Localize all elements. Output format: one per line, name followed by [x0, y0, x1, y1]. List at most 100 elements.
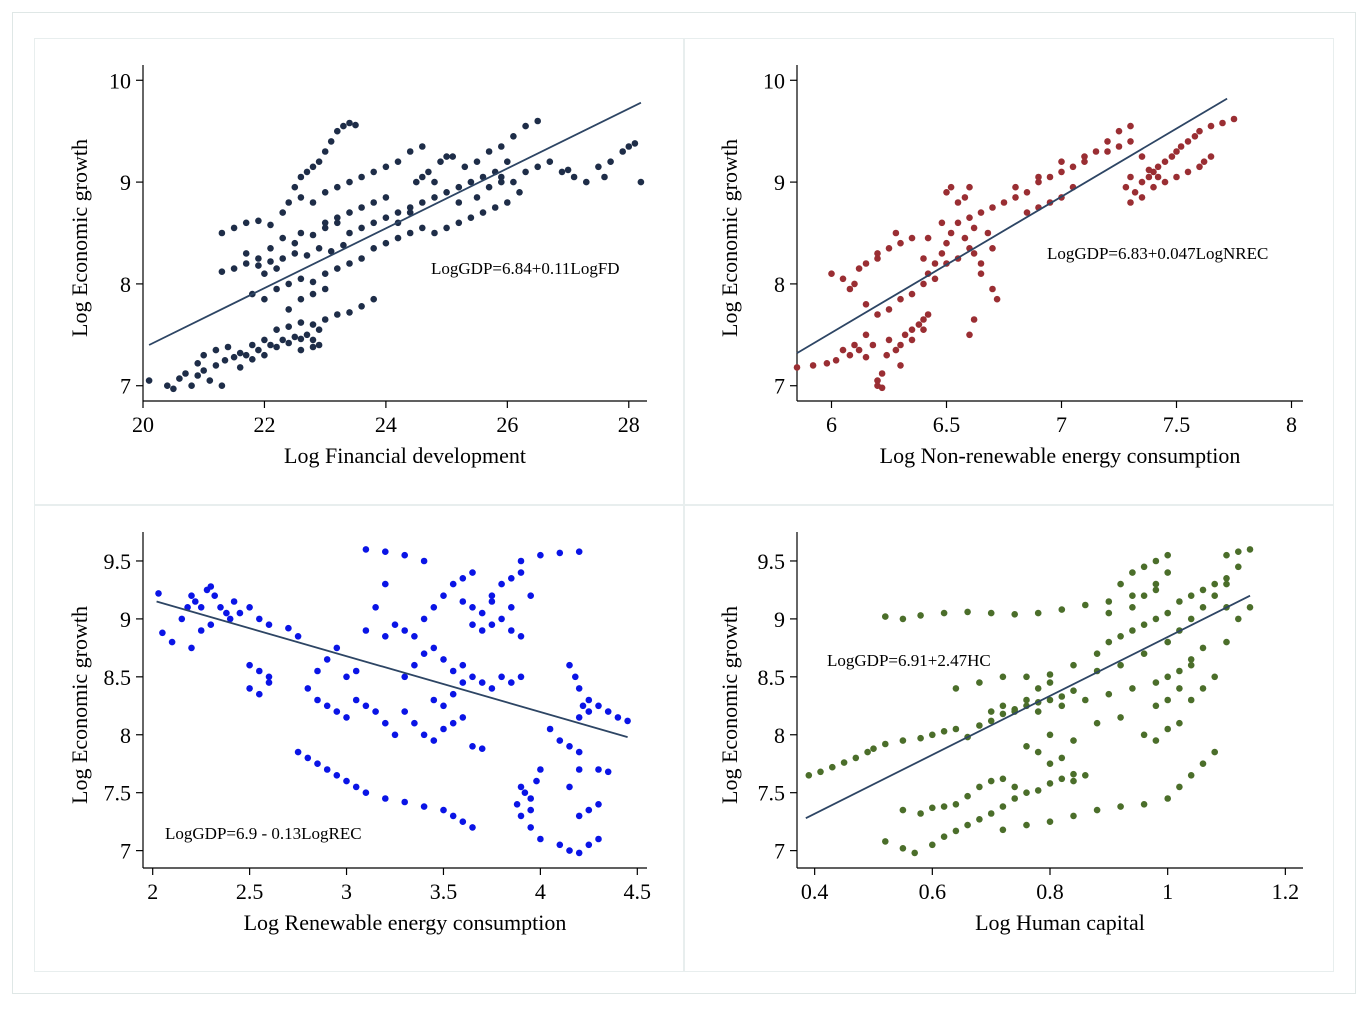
scatter-point — [178, 615, 186, 623]
chart-renewable-energy: 7 7.5 8 8.5 9 9.5 2 2.5 3 3.5 4 4.5 Log Renewable en… — [67, 532, 652, 935]
scatter-point — [411, 661, 418, 669]
scatter-point — [467, 214, 475, 221]
scatter-point — [382, 163, 390, 171]
scatter-point — [1184, 168, 1192, 176]
scatter-point — [637, 178, 645, 186]
scatter-point — [323, 766, 331, 773]
scatter-point — [915, 321, 923, 328]
scatter-point — [265, 673, 273, 681]
scatter-point — [478, 679, 486, 686]
scatter-point — [200, 367, 207, 374]
scatter-point — [851, 280, 858, 288]
scatter-point — [855, 346, 863, 354]
scatter-point — [1164, 725, 1171, 733]
scatter-point — [333, 644, 341, 652]
scatter-point — [382, 633, 389, 640]
scatter-point — [579, 702, 587, 710]
scatter-point — [420, 615, 428, 623]
scatter-point — [430, 604, 438, 611]
scatter-point — [459, 679, 467, 686]
scatter-point — [256, 615, 263, 623]
x-tick-label: 4.5 — [624, 879, 652, 904]
scatter-point — [1246, 604, 1254, 611]
y-tick-label: 9 — [774, 170, 785, 195]
scatter-point — [291, 333, 299, 341]
scatter-point — [558, 168, 566, 176]
scatter-point — [273, 343, 280, 351]
panel-non-renewable-energy: 7 8 9 10 6 6.5 7 7.5 8 Log Non-renewable energy c… — [684, 38, 1334, 505]
scatter-point — [1058, 168, 1065, 176]
scatter-point — [207, 621, 215, 628]
scatter-point — [1011, 795, 1018, 802]
scatter-point — [469, 621, 476, 628]
scatter-point — [961, 234, 969, 242]
x-tick-label: 1 — [1162, 879, 1173, 904]
scatter-point — [194, 360, 201, 367]
y-axis-label: Log Economic growth — [67, 139, 92, 337]
scatter-point — [1034, 748, 1042, 756]
scatter-point — [294, 633, 302, 640]
scatter-point — [1152, 557, 1160, 565]
scatter-point — [1140, 621, 1148, 628]
scatter-point — [892, 346, 900, 354]
scatter-point — [566, 847, 573, 854]
scatter-point — [1164, 609, 1171, 617]
scatter-point — [218, 229, 226, 237]
scatter-point — [1191, 133, 1199, 140]
scatter-point — [954, 219, 962, 227]
scatter-point — [334, 214, 341, 221]
scatter-point — [1131, 189, 1139, 196]
scatter-point — [846, 351, 854, 359]
scatter-point — [358, 204, 365, 211]
regression-line — [156, 600, 628, 738]
panel-renewable-energy: 7 7.5 8 8.5 9 9.5 2 2.5 3 3.5 4 4.5 Log Renewable en… — [34, 505, 684, 972]
x-tick-label: 0.6 — [919, 879, 947, 904]
scatter-point — [977, 260, 985, 267]
scatter-point — [382, 580, 389, 588]
scatter-point — [929, 804, 936, 812]
scatter-point — [1011, 783, 1018, 791]
scatter-point — [1196, 127, 1203, 135]
scatter-point — [1093, 719, 1101, 727]
scatter-point — [443, 153, 450, 160]
scatter-point — [1199, 586, 1207, 594]
scatter-point — [1058, 754, 1066, 762]
scatter-point — [1023, 673, 1030, 681]
x-axis-label: Log Non-renewable energy consumption — [880, 443, 1241, 468]
scatter-point — [987, 810, 995, 817]
scatter-point — [575, 849, 583, 857]
scatter-point — [1058, 606, 1066, 613]
scatter-point — [411, 633, 418, 640]
scatter-point — [1140, 563, 1148, 571]
scatter-point — [315, 341, 323, 349]
scatter-point — [334, 311, 341, 318]
scatter-point — [1081, 153, 1088, 160]
y-tick-label: 7.5 — [758, 781, 786, 806]
scatter-point — [595, 801, 602, 808]
scatter-point — [333, 708, 341, 715]
y-tick-label: 8.5 — [104, 665, 132, 690]
scatter-point — [595, 163, 602, 171]
scatter-point — [1023, 743, 1030, 750]
scatter-point — [931, 260, 939, 267]
scatter-point — [469, 824, 476, 831]
scatter-point — [315, 245, 323, 252]
scatter-point — [291, 183, 299, 191]
scatter-point — [989, 245, 996, 252]
scatter-point — [223, 609, 230, 617]
scatter-point — [1187, 696, 1195, 704]
scatter-point — [297, 346, 305, 354]
scatter-point — [419, 173, 426, 181]
scatter-point — [273, 265, 280, 272]
scatter-point — [832, 357, 840, 364]
scatter-point — [1105, 690, 1113, 698]
scatter-point — [537, 766, 544, 773]
y-tick-label: 7 — [120, 374, 131, 399]
scatter-point — [920, 255, 927, 262]
chart-financial-development: 7 8 9 10 20 22 24 26 28 Log Financial development… — [67, 65, 647, 468]
scatter-point — [840, 759, 848, 766]
scatter-point — [828, 270, 835, 277]
x-tick-label: 28 — [618, 412, 640, 437]
scatter-point — [1140, 592, 1148, 599]
scatter-point — [358, 255, 365, 262]
